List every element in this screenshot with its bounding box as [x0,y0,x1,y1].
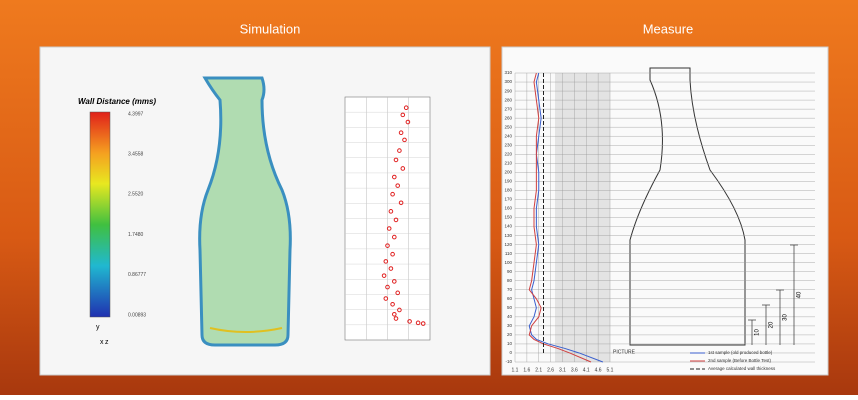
y-tick-label: 220 [504,151,512,156]
y-tick-label: 300 [504,79,512,84]
colorbar-label: 0.86777 [128,272,146,278]
slide: Simulation Measure Wall Distance (mms) 4… [0,0,858,395]
y-tick-label: -10 [505,359,512,364]
x-tick-label: 3.1 [559,367,566,373]
y-tick-label: 200 [504,170,512,175]
dimension-label: 30 [783,314,789,321]
y-tick-label: 290 [504,88,512,93]
y-tick-label: 20 [507,332,513,337]
y-tick-label: 190 [504,179,512,184]
x-tick-label: 4.6 [595,367,602,373]
y-tick-label: 270 [504,106,512,111]
y-tick-label: 80 [507,278,513,283]
x-tick-label: 5.1 [607,367,614,373]
y-tick-label: 280 [504,97,512,102]
page: Simulation Measure Wall Distance (mms) 4… [0,0,858,395]
axis-letter: y [96,324,100,331]
y-tick-label: 170 [504,197,512,202]
legend-label: 2nd sample (Before Bottle Test) [708,358,771,363]
x-tick-label: 4.1 [583,367,590,373]
annotation: PICTURE [613,349,636,355]
dimension-label: 20 [769,321,775,328]
y-tick-label: 180 [504,188,512,193]
y-tick-label: 90 [507,269,513,274]
y-tick-label: 10 [507,341,513,346]
y-tick-label: 120 [504,242,512,247]
y-tick-label: 310 [504,70,512,75]
x-tick-label: 3.6 [571,367,578,373]
y-tick-label: 210 [504,161,512,166]
x-tick-label: 2.1 [535,367,542,373]
x-tick-label: 1.1 [512,367,519,373]
y-tick-label: 230 [504,142,512,147]
right-title: Measure [643,21,694,36]
y-tick-label: 40 [507,314,513,319]
y-tick-label: 140 [504,224,512,229]
y-tick-label: 50 [507,305,513,310]
y-tick-label: 60 [507,296,513,301]
left-title: Simulation [240,21,301,36]
axis-letter: z [105,339,109,346]
y-tick-label: 240 [504,133,512,138]
y-tick-label: 100 [504,260,512,265]
dimension-label: 10 [755,329,761,336]
colorbar-label: 0.00893 [128,312,146,318]
y-tick-label: 260 [504,115,512,120]
legend-label: Average calculated wall thickness [708,366,776,371]
colorbar [90,112,110,317]
x-tick-label: 1.6 [523,367,530,373]
axis-letter: x [100,339,104,346]
dimension-label: 40 [797,291,803,298]
colorbar-title: Wall Distance (mms) [78,97,156,106]
legend-label: 1st sample (old produced bottle) [708,350,773,355]
x-tick-label: 2.6 [547,367,554,373]
y-tick-label: 110 [505,251,513,256]
colorbar-label: 2.5520 [128,192,144,198]
y-tick-label: 130 [504,233,512,238]
y-tick-label: 70 [507,287,513,292]
colorbar-label: 4.3997 [128,111,144,117]
colorbar-label: 1.7480 [128,232,144,238]
y-tick-label: 150 [504,215,512,220]
colorbar-label: 3.4558 [128,152,144,158]
y-tick-label: 30 [507,323,513,328]
y-tick-label: 160 [504,206,512,211]
y-tick-label: 250 [504,124,512,129]
